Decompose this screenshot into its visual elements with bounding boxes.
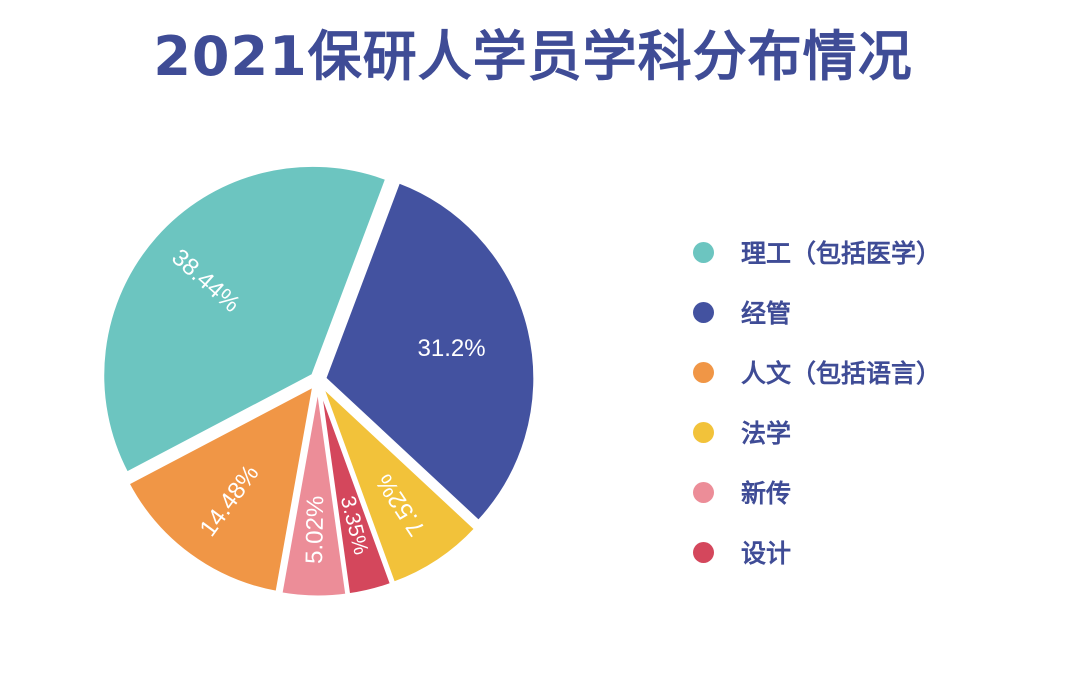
legend-item-sheji[interactable]: 设计 bbox=[693, 522, 941, 582]
legend-item-renwen[interactable]: 人文（包括语言） bbox=[693, 342, 941, 402]
legend-marker-faxue bbox=[693, 421, 714, 443]
legend-marker-jingguan bbox=[693, 301, 714, 323]
pie-slice-renwen[interactable] bbox=[125, 382, 316, 595]
chart-title: 2021保研人学员学科分布情况 bbox=[153, 25, 913, 88]
legend-label-ligong: 理工（包括医学） bbox=[741, 239, 942, 268]
legend-label-sheji: 设计 bbox=[741, 539, 792, 568]
pie-slice-faxue[interactable] bbox=[320, 384, 478, 586]
legend-marker-ligong bbox=[693, 241, 714, 263]
pie-label-jingguan: 31.2% bbox=[418, 335, 486, 362]
legend-marker-sheji bbox=[693, 541, 714, 563]
pie-slice-jingguan[interactable] bbox=[323, 179, 537, 524]
legend-marker-xinchuan bbox=[693, 481, 714, 503]
legend-label-xinchuan: 新传 bbox=[741, 479, 792, 508]
pie-slice-sheji[interactable] bbox=[318, 386, 394, 597]
legend-item-jingguan[interactable]: 经管 bbox=[693, 282, 941, 342]
legend: 理工（包括医学） 经管 人文（包括语言） 法学 新传 设计 bbox=[693, 222, 941, 582]
legend-item-faxue[interactable]: 法学 bbox=[693, 402, 941, 462]
legend-marker-renwen bbox=[693, 361, 714, 383]
pie-label-xinchuan: 5.02% bbox=[301, 495, 329, 564]
pie-slices bbox=[101, 163, 537, 599]
legend-label-renwen: 人文（包括语言） bbox=[741, 359, 942, 388]
pie-slice-xinchuan[interactable] bbox=[279, 386, 349, 599]
legend-item-xinchuan[interactable]: 新传 bbox=[693, 462, 941, 522]
legend-label-faxue: 法学 bbox=[741, 419, 792, 448]
legend-item-ligong[interactable]: 理工（包括医学） bbox=[693, 222, 941, 282]
legend-label-jingguan: 经管 bbox=[741, 299, 792, 328]
pie-slice-ligong[interactable] bbox=[101, 163, 389, 476]
